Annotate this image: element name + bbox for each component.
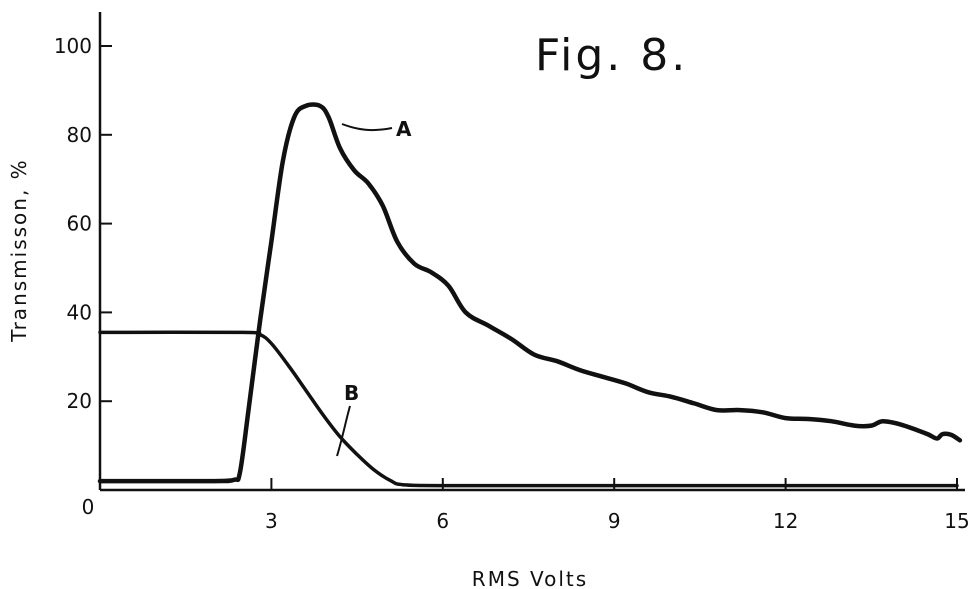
y-tick-label-40: 40 (67, 300, 92, 324)
axes: 0 3 6 9 12 15 20 40 60 80 100 (54, 12, 970, 533)
y-tick-label-20: 20 (67, 389, 92, 413)
tick-label-origin: 0 (82, 495, 95, 519)
x-tick-label-6: 6 (436, 509, 449, 533)
series-label-B: B (344, 381, 359, 405)
x-tick-label-3: 3 (265, 509, 278, 533)
series-callouts: AB (336, 117, 412, 457)
series-line-B (98, 330, 959, 488)
x-tick-label-15: 15 (944, 509, 969, 533)
x-tick-label-9: 9 (608, 509, 621, 533)
series-A-leader (341, 123, 393, 132)
y-tick-label-100: 100 (54, 34, 92, 58)
x-axis-title: RMS Volts (472, 567, 588, 589)
y-tick-label-80: 80 (67, 123, 92, 147)
series-layer (97, 102, 963, 488)
series-label-A: A (396, 117, 412, 141)
series-B-leader (336, 405, 351, 457)
y-tick-label-60: 60 (67, 212, 92, 236)
x-tick-label-12: 12 (773, 509, 798, 533)
y-axis-title: Transmisson, % (7, 158, 31, 342)
series-line-A (97, 102, 963, 484)
chart-title: Fig. 8. (535, 30, 688, 81)
